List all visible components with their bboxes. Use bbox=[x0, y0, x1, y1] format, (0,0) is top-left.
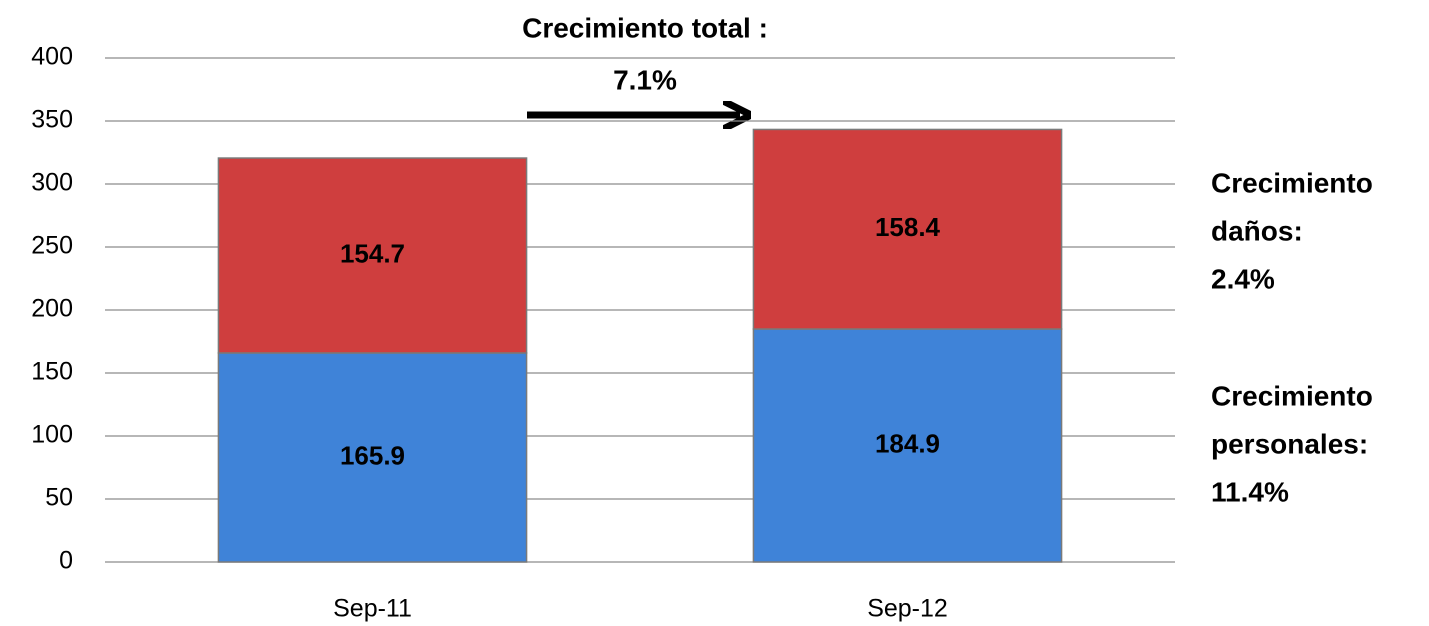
y-tick-label: 50 bbox=[45, 484, 73, 512]
bar-segment bbox=[217, 157, 528, 354]
x-tick-label: Sep-11 bbox=[333, 595, 412, 623]
annotation: Crecimiento total : bbox=[522, 12, 768, 43]
y-tick-label: 350 bbox=[31, 106, 73, 134]
y-tick-label: 150 bbox=[31, 358, 73, 386]
bar-segment bbox=[752, 128, 1063, 330]
data-label: 165.9 bbox=[340, 440, 405, 470]
y-tick-label: 100 bbox=[31, 421, 73, 449]
y-tick-label: 400 bbox=[31, 43, 73, 71]
y-tick-label: 0 bbox=[59, 547, 73, 575]
y-tick-label: 200 bbox=[31, 295, 73, 323]
annotation: daños: bbox=[1211, 215, 1303, 246]
data-label: 184.9 bbox=[875, 428, 940, 458]
bar-segment bbox=[752, 328, 1063, 563]
x-tick-label: Sep-12 bbox=[867, 595, 948, 623]
annotation: 7.1% bbox=[613, 64, 677, 95]
y-tick-label: 300 bbox=[31, 169, 73, 197]
annotation: Crecimiento bbox=[1211, 380, 1373, 411]
annotation: Crecimiento bbox=[1211, 167, 1373, 198]
annotation: 2.4% bbox=[1211, 263, 1275, 294]
y-tick-label: 250 bbox=[31, 232, 73, 260]
data-label: 158.4 bbox=[875, 212, 941, 242]
annotation: 11.4% bbox=[1211, 476, 1289, 507]
annotation: personales: bbox=[1211, 428, 1368, 459]
data-label: 154.7 bbox=[340, 238, 405, 268]
